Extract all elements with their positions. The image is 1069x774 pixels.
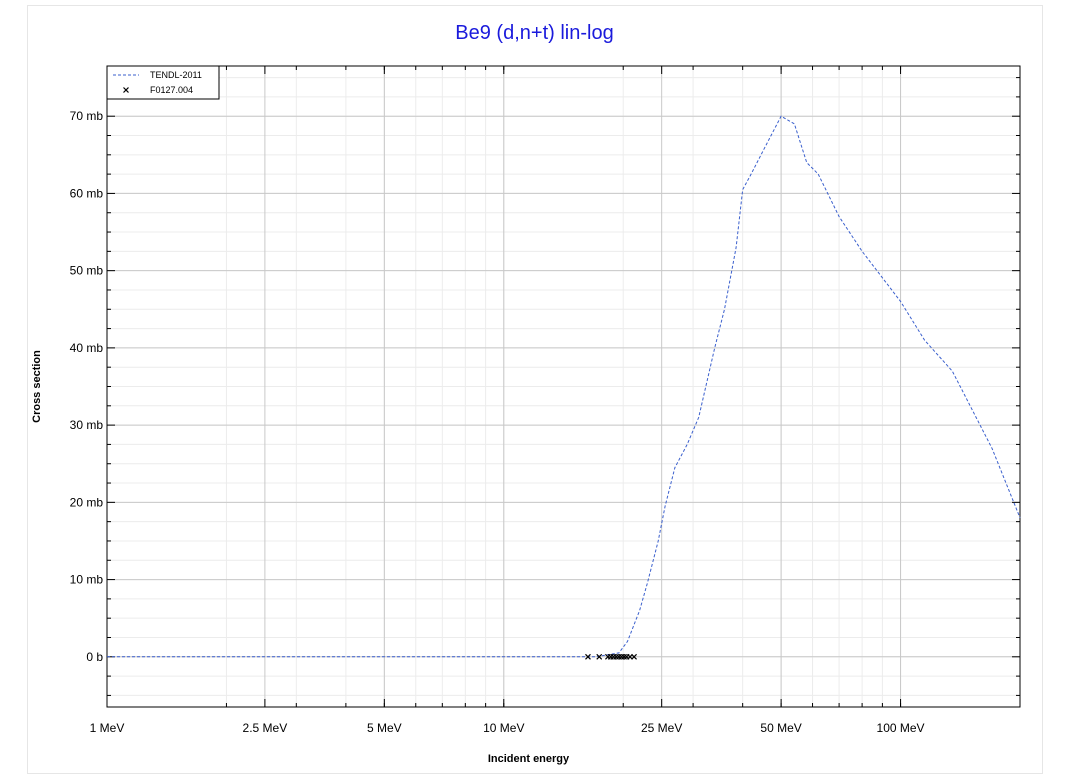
grid-lines [106, 66, 1021, 707]
x-tick-label: 50 MeV [760, 721, 801, 735]
x-tick-label: 25 MeV [641, 721, 682, 735]
legend-label-tendl-2011: TENDL-2011 [150, 70, 202, 80]
legend-box [106, 65, 220, 100]
y-tick-label: 20 mb [70, 495, 104, 509]
x-axis-label: Incident energy [488, 753, 570, 765]
x-tick-label: 10 MeV [483, 721, 524, 735]
y-tick-label: 30 mb [70, 418, 104, 432]
y-axis-label: Cross section [31, 350, 43, 423]
y-tick-label: 70 mb [70, 109, 104, 123]
y-tick-label: 50 mb [70, 264, 104, 278]
data-point-marker [585, 653, 591, 660]
chart-title: Be9 (d,n+t) lin-log [455, 22, 614, 44]
y-tick-label: 40 mb [70, 341, 104, 355]
data-point-marker [631, 653, 637, 660]
series-markers-f0127-004 [585, 653, 637, 660]
y-tick-label: 60 mb [70, 186, 104, 200]
tick-marks [106, 66, 1020, 707]
x-tick-label: 2.5 MeV [243, 721, 288, 735]
legend-swatch-f0127-004 [123, 87, 129, 93]
y-tick-label: 0 b [86, 650, 103, 664]
series-line-tendl-2011 [107, 115, 1021, 658]
y-tick-label: 10 mb [70, 573, 104, 587]
x-tick-label: 5 MeV [367, 721, 402, 735]
legend-label-f0127-004: F0127.004 [150, 85, 193, 95]
legend: TENDL-2011 F0127.004 [106, 65, 220, 100]
x-tick-label: 1 MeV [90, 721, 125, 735]
x-tick-label: 100 MeV [877, 721, 925, 735]
data-point-marker [596, 653, 603, 660]
